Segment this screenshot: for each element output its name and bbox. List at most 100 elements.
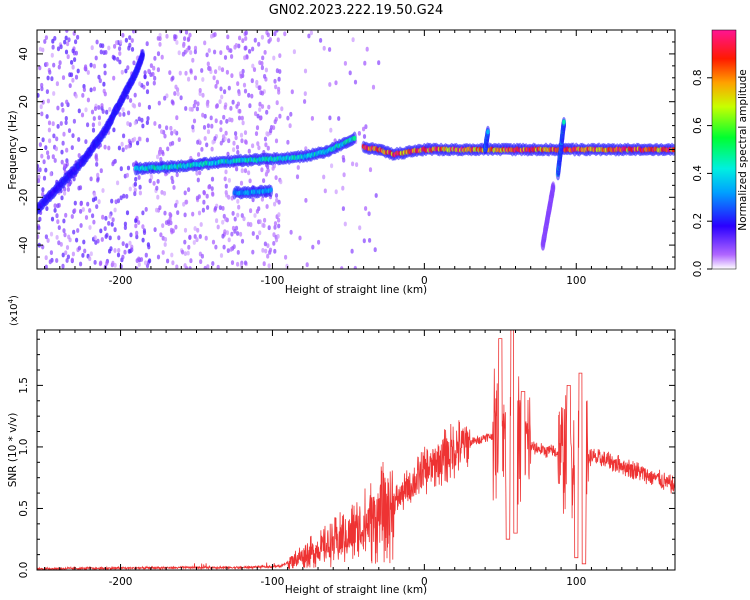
heatmap-noise-cell bbox=[46, 150, 50, 156]
heatmap-noise-cell bbox=[252, 67, 257, 72]
heatmap-noise-cell bbox=[148, 258, 152, 264]
heatmap-noise-cell bbox=[309, 30, 313, 36]
snr-series-line bbox=[37, 330, 675, 570]
heatmap-noise-cell bbox=[82, 87, 86, 92]
heatmap-noise-cell bbox=[54, 146, 59, 152]
heatmap-noise-cell bbox=[76, 68, 80, 74]
heatmap-noise-cell bbox=[93, 192, 97, 198]
heatmap-noise-cell bbox=[250, 93, 254, 99]
heatmap-noise-cell bbox=[239, 180, 244, 186]
heatmap-noise-cell bbox=[171, 140, 175, 146]
heatmap-noise-cell bbox=[310, 116, 314, 121]
heatmap-noise-cell bbox=[175, 115, 179, 121]
heatmap-noise-cell bbox=[322, 45, 326, 51]
heatmap-noise-cell bbox=[177, 50, 181, 56]
heatmap-noise-cell bbox=[67, 128, 72, 134]
heatmap-noise-cell bbox=[130, 247, 134, 253]
heatmap-noise-cell bbox=[265, 131, 269, 137]
heatmap-noise-cell bbox=[145, 41, 149, 47]
heatmap-noise-cell bbox=[135, 258, 139, 263]
heatmap-noise-cell bbox=[163, 210, 167, 216]
heatmap-noise-cell bbox=[55, 81, 60, 87]
heatmap-noise-cell bbox=[119, 195, 123, 201]
heatmap-noise-cell bbox=[133, 136, 137, 142]
colorbar-tick-label: 0.0 bbox=[692, 261, 704, 278]
heatmap-noise-cell bbox=[97, 121, 102, 126]
heatmap-noise-cell bbox=[140, 117, 144, 123]
heatmap-noise-cell bbox=[251, 143, 255, 149]
heatmap-noise-cell bbox=[126, 121, 130, 126]
heatmap-noise-cell bbox=[374, 193, 378, 198]
heatmap-noise-cell bbox=[220, 67, 225, 73]
heatmap-noise-cell bbox=[201, 112, 205, 118]
y-tick-label: 1.5 bbox=[18, 377, 30, 394]
heatmap-noise-cell bbox=[184, 30, 189, 35]
heatmap-noise-cell bbox=[99, 168, 103, 174]
heatmap-noise-cell bbox=[219, 120, 223, 125]
heatmap-noise-cell bbox=[337, 116, 341, 121]
heatmap-noise-cell bbox=[147, 104, 151, 110]
heatmap-noise-cell bbox=[235, 166, 239, 172]
heatmap-noise-cell bbox=[72, 118, 76, 124]
heatmap-noise-cell bbox=[189, 68, 193, 74]
heatmap-noise-cell bbox=[74, 74, 79, 80]
heatmap-noise-cell bbox=[52, 91, 56, 96]
heatmap-noise-cell bbox=[289, 111, 293, 117]
heatmap-noise-cell bbox=[272, 232, 276, 238]
heatmap-noise-cell bbox=[241, 120, 245, 126]
heatmap-noise-cell bbox=[95, 204, 99, 210]
heatmap-noise-cell bbox=[127, 143, 131, 149]
heatmap-noise-cell bbox=[273, 248, 277, 254]
heatmap-noise-cell bbox=[210, 176, 215, 182]
heatmap-noise-cell bbox=[42, 159, 46, 165]
heatmap-noise-cell bbox=[128, 122, 132, 127]
heatmap-noise-cell bbox=[125, 172, 129, 178]
heatmap-noise-cell bbox=[104, 234, 108, 239]
heatmap-noise-cell bbox=[44, 145, 48, 151]
heatmap-noise-cell bbox=[138, 184, 142, 190]
heatmap-noise-cell bbox=[114, 199, 118, 205]
heatmap-noise-cell bbox=[92, 63, 96, 69]
heatmap-noise-cell bbox=[230, 231, 234, 237]
heatmap-noise-cell bbox=[322, 174, 326, 180]
heatmap-noise-cell bbox=[65, 30, 69, 33]
heatmap-noise-cell bbox=[137, 136, 141, 142]
heatmap-noise-cell bbox=[63, 39, 67, 45]
heatmap-noise-cell bbox=[100, 103, 104, 108]
heatmap-noise-cell bbox=[235, 144, 240, 150]
heatmap-noise-cell bbox=[198, 170, 202, 176]
heatmap-noise-cell bbox=[240, 168, 244, 174]
heatmap-noise-cell bbox=[163, 237, 168, 242]
heatmap-noise-cell bbox=[334, 189, 338, 195]
heatmap-noise-cell bbox=[216, 264, 220, 269]
heatmap-noise-cell bbox=[103, 226, 107, 232]
snr-panel: -200 -100 0 100 0.0 0.5 1.0 1.5 Height of strai… bbox=[7, 295, 676, 596]
heatmap-noise-cell bbox=[206, 123, 210, 129]
heatmap-noise-cell bbox=[341, 206, 345, 212]
heatmap-noise-cell bbox=[277, 86, 281, 92]
heatmap-noise-cell bbox=[48, 69, 52, 75]
heatmap-noise-cell bbox=[170, 130, 174, 136]
heatmap-noise-cell bbox=[158, 36, 162, 41]
heatmap-noise-cell bbox=[39, 104, 43, 110]
heatmap-noise-cell bbox=[66, 182, 70, 188]
heatmap-noise-cell bbox=[141, 123, 145, 129]
heatmap-noise-cell bbox=[213, 206, 218, 211]
heatmap-noise-cell bbox=[79, 223, 83, 228]
heatmap-noise-cell bbox=[141, 237, 145, 243]
heatmap-noise-cell bbox=[350, 248, 354, 254]
heatmap-noise-cell bbox=[156, 254, 161, 260]
heatmap-noise-cell bbox=[232, 147, 236, 153]
snr-y-exponent: (x104) bbox=[7, 295, 20, 326]
heatmap-noise-cell bbox=[108, 107, 112, 112]
heatmap-noise-cell bbox=[65, 245, 70, 250]
heatmap-noise-cell bbox=[88, 208, 92, 213]
heatmap-noise-cell bbox=[169, 125, 173, 131]
heatmap-noise-cell bbox=[251, 63, 255, 69]
heatmap-noise-cell bbox=[97, 115, 101, 121]
heatmap-noise-cell bbox=[133, 181, 137, 187]
heatmap-noise-cell bbox=[61, 263, 65, 269]
heatmap-noise-cell bbox=[227, 138, 231, 144]
heatmap-noise-cell bbox=[55, 258, 59, 263]
heatmap-noise-cell bbox=[129, 98, 133, 103]
